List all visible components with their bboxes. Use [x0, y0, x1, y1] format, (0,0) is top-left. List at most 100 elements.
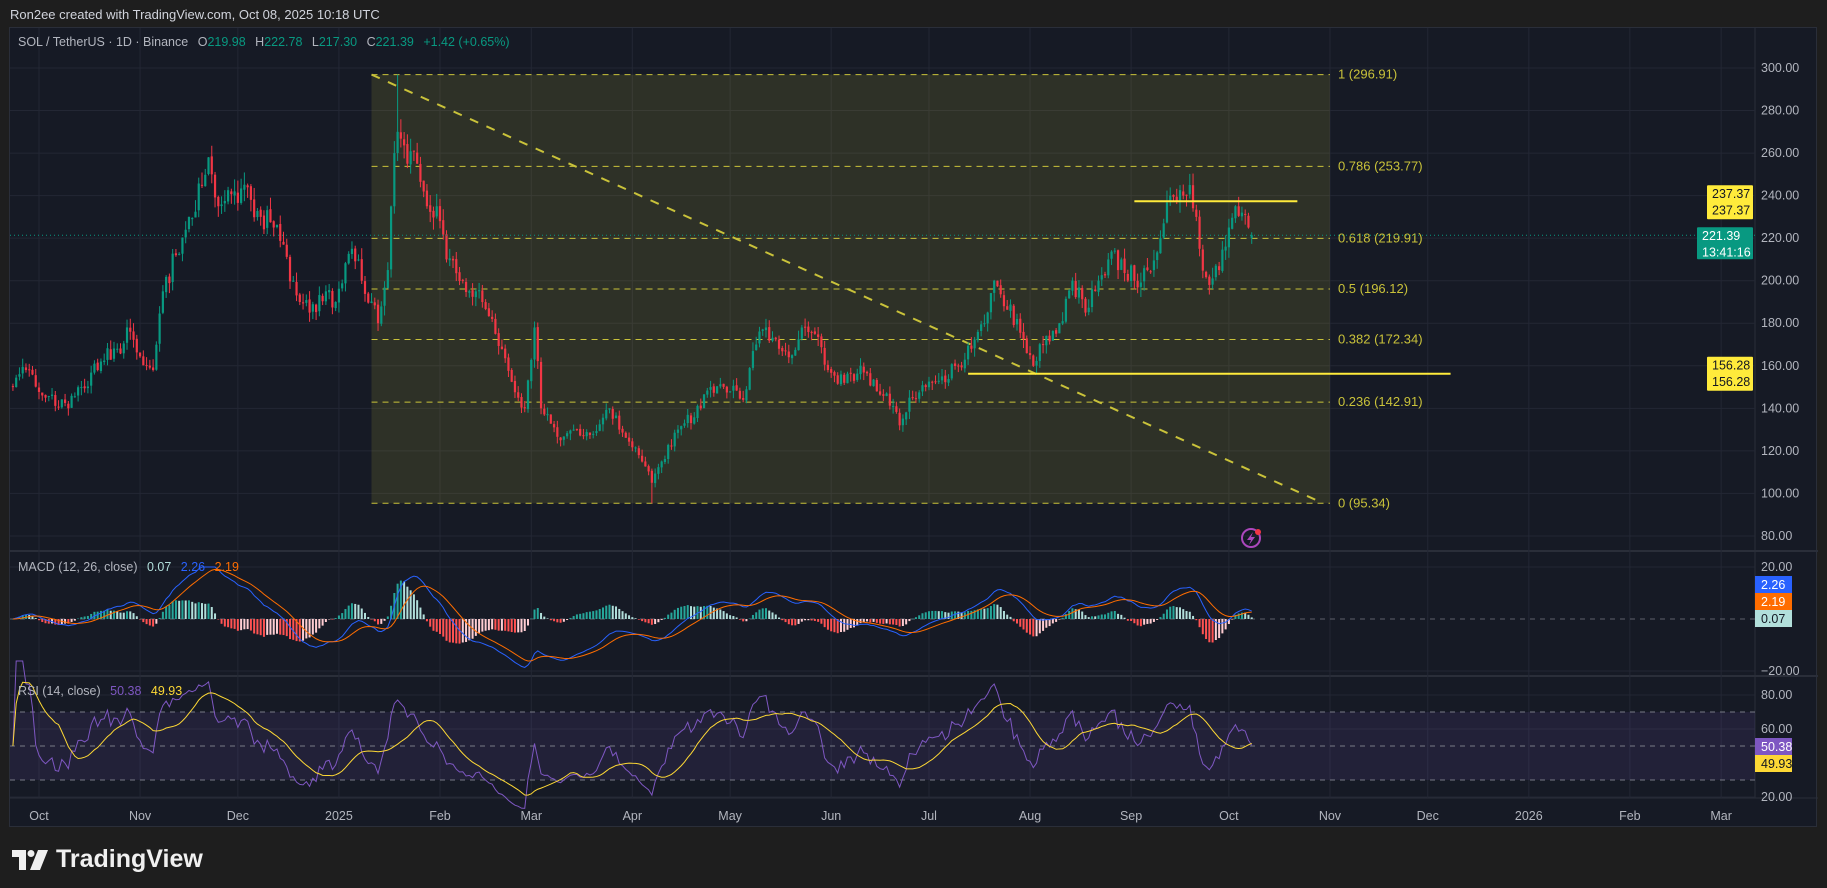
candle[interactable]	[373, 297, 376, 310]
candle[interactable]	[670, 439, 673, 450]
candle[interactable]	[370, 293, 373, 304]
candle[interactable]	[41, 392, 44, 401]
candle[interactable]	[47, 395, 50, 402]
candle[interactable]	[67, 400, 70, 416]
candle[interactable]	[989, 292, 993, 320]
candle[interactable]	[650, 468, 653, 504]
candle[interactable]	[54, 391, 57, 412]
candle[interactable]	[820, 333, 823, 354]
candle[interactable]	[595, 424, 598, 436]
candle[interactable]	[1022, 323, 1025, 349]
candle[interactable]	[833, 370, 836, 383]
candle[interactable]	[980, 320, 983, 337]
candle[interactable]	[249, 184, 252, 212]
candle[interactable]	[210, 145, 213, 184]
candle[interactable]	[448, 248, 451, 267]
candle[interactable]	[940, 368, 944, 385]
candle[interactable]	[608, 408, 611, 414]
candle[interactable]	[383, 281, 386, 316]
candle[interactable]	[875, 378, 878, 392]
candle[interactable]	[1182, 184, 1185, 200]
candle[interactable]	[491, 310, 494, 323]
candle[interactable]	[1178, 185, 1182, 213]
candle[interactable]	[200, 172, 204, 189]
candle[interactable]	[1097, 275, 1100, 297]
candle[interactable]	[1025, 335, 1028, 354]
candle[interactable]	[823, 340, 826, 371]
candle[interactable]	[715, 386, 719, 394]
candle[interactable]	[1120, 257, 1123, 271]
candle[interactable]	[262, 210, 266, 234]
candle[interactable]	[438, 198, 442, 229]
candle[interactable]	[654, 468, 657, 488]
candle[interactable]	[729, 391, 732, 393]
candle[interactable]	[416, 142, 419, 164]
candle[interactable]	[354, 245, 357, 270]
candle[interactable]	[487, 302, 490, 317]
candle[interactable]	[908, 390, 911, 420]
candle[interactable]	[311, 301, 314, 320]
candle[interactable]	[895, 401, 898, 414]
fib-trend-line[interactable]	[371, 73, 1324, 505]
rsi-title[interactable]: RSI (14, close)	[18, 684, 101, 698]
candle[interactable]	[526, 379, 530, 413]
candle[interactable]	[168, 273, 171, 294]
candle[interactable]	[611, 406, 614, 425]
candle[interactable]	[256, 207, 259, 221]
candle[interactable]	[344, 261, 347, 292]
candle[interactable]	[804, 318, 807, 336]
candle[interactable]	[797, 330, 800, 351]
candle[interactable]	[898, 408, 901, 431]
candle[interactable]	[305, 294, 308, 307]
candle[interactable]	[536, 322, 539, 369]
candle[interactable]	[455, 252, 458, 282]
candle[interactable]	[960, 361, 963, 371]
candle[interactable]	[686, 408, 689, 428]
candle[interactable]	[530, 358, 533, 389]
candle[interactable]	[1224, 235, 1227, 260]
candle[interactable]	[621, 425, 624, 437]
macd-title[interactable]: MACD (12, 26, close)	[18, 560, 138, 574]
candle[interactable]	[1146, 258, 1149, 272]
candle[interactable]	[1133, 264, 1136, 290]
candle[interactable]	[83, 378, 86, 393]
candle[interactable]	[347, 251, 350, 265]
candle[interactable]	[1139, 272, 1142, 298]
candle[interactable]	[292, 276, 295, 282]
candle[interactable]	[983, 314, 986, 327]
candle[interactable]	[892, 398, 895, 414]
candle[interactable]	[1221, 241, 1224, 273]
candle[interactable]	[807, 321, 810, 338]
candle[interactable]	[1019, 313, 1022, 339]
candle[interactable]	[794, 347, 797, 356]
candle[interactable]	[233, 179, 236, 205]
candle[interactable]	[464, 278, 468, 297]
candle[interactable]	[442, 209, 445, 240]
candle[interactable]	[497, 328, 500, 355]
candle[interactable]	[315, 303, 318, 321]
candle[interactable]	[1143, 265, 1146, 291]
candle[interactable]	[539, 357, 543, 415]
candle[interactable]	[1162, 218, 1165, 240]
candle[interactable]	[1234, 205, 1237, 223]
candle[interactable]	[777, 335, 781, 355]
candle[interactable]	[846, 371, 849, 384]
candle[interactable]	[566, 430, 569, 439]
candle[interactable]	[298, 292, 301, 306]
candle[interactable]	[950, 363, 953, 381]
candle[interactable]	[184, 221, 187, 244]
candle[interactable]	[230, 188, 233, 204]
lightning-icon[interactable]	[1241, 528, 1261, 548]
candle[interactable]	[269, 197, 272, 223]
candle[interactable]	[171, 248, 174, 291]
candle[interactable]	[165, 275, 168, 298]
candle[interactable]	[341, 279, 344, 292]
candle[interactable]	[934, 375, 937, 385]
candle[interactable]	[1055, 328, 1058, 338]
candle[interactable]	[556, 420, 559, 444]
candle[interactable]	[1247, 212, 1250, 229]
candle[interactable]	[745, 386, 748, 404]
candle[interactable]	[549, 414, 552, 424]
candle[interactable]	[197, 177, 200, 218]
candle[interactable]	[393, 141, 396, 214]
